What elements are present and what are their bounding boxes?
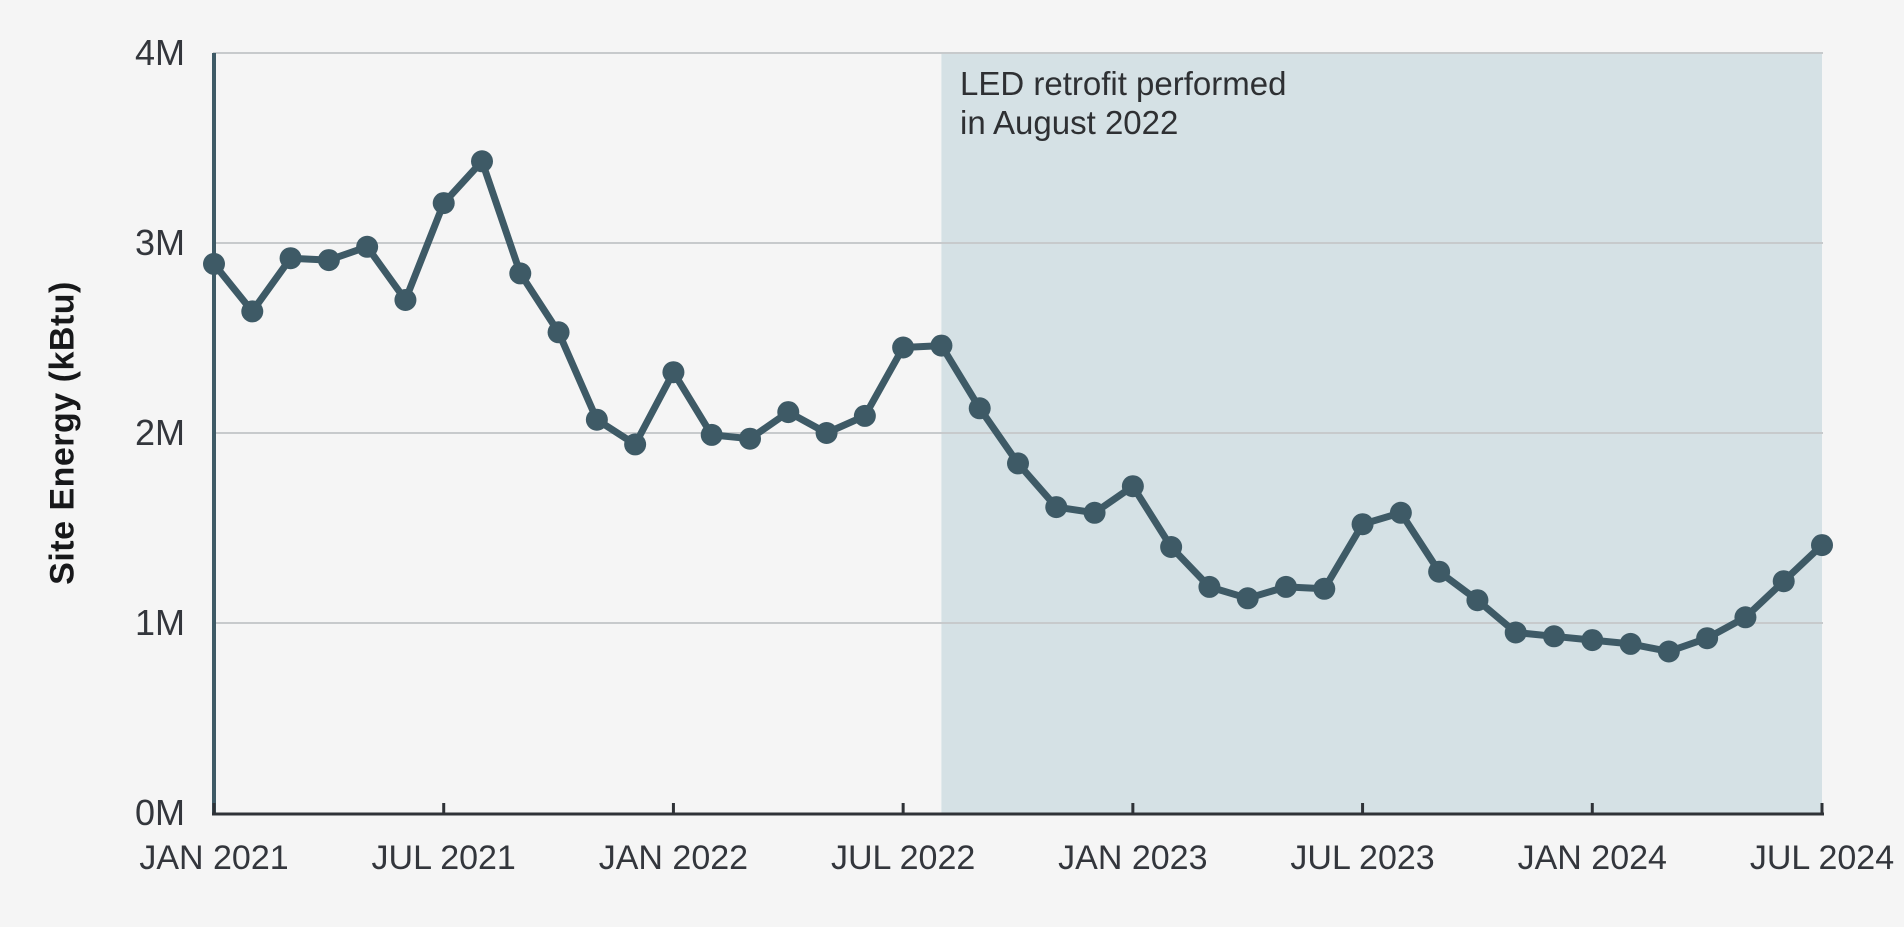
data-point-mar-2021 (279, 247, 302, 270)
data-point-may-2024 (1734, 606, 1757, 629)
x-tick-label-jul-2021: JUL 2021 (371, 839, 516, 877)
data-point-apr-2023 (1236, 587, 1259, 610)
data-point-jul-2023 (1351, 513, 1374, 536)
data-point-jul-2021 (432, 192, 455, 215)
data-point-jan-2021 (203, 252, 225, 275)
data-point-oct-2021 (547, 321, 570, 344)
data-point-nov-2021 (585, 408, 608, 431)
y-tick-label-4M: 4M (134, 32, 185, 73)
data-point-nov-2023 (1504, 621, 1527, 644)
annotation-line-2: in August 2022 (960, 104, 1179, 141)
data-point-jan-2023 (1121, 475, 1144, 498)
x-tick-label-jan-2021: JAN 2021 (139, 839, 289, 877)
y-tick-label-2M: 2M (134, 412, 185, 453)
data-point-jan-2024 (1581, 629, 1604, 652)
annotation-led-retrofit: LED retrofit performed in August 2022 (960, 64, 1286, 142)
data-point-sep-2022 (968, 397, 991, 420)
data-point-feb-2022 (700, 423, 723, 446)
y-tick-label-0M: 0M (134, 792, 185, 833)
data-point-apr-2022 (777, 401, 800, 424)
x-tick-label-jan-2024: JAN 2024 (1517, 839, 1667, 877)
y-tick-label-1M: 1M (134, 602, 185, 643)
data-point-may-2023 (1275, 575, 1297, 598)
data-point-aug-2023 (1389, 501, 1412, 524)
data-point-jun-2022 (853, 404, 876, 427)
data-point-apr-2024 (1696, 627, 1719, 650)
data-point-sep-2021 (509, 262, 532, 285)
data-point-jun-2021 (394, 289, 417, 311)
annotation-line-1: LED retrofit performed (960, 65, 1287, 102)
x-tick-label-jul-2024: JUL 2024 (1749, 839, 1895, 877)
data-point-jul-2024 (1811, 534, 1833, 557)
data-point-oct-2023 (1466, 589, 1489, 612)
data-point-feb-2024 (1619, 632, 1642, 655)
x-tick-label-jul-2022: JUL 2022 (830, 839, 976, 877)
data-point-jul-2022 (892, 336, 915, 359)
data-point-nov-2022 (1045, 496, 1068, 519)
x-tick-label-jan-2022: JAN 2022 (598, 839, 749, 877)
data-point-dec-2021 (624, 433, 647, 456)
x-tick-label-jul-2023: JUL 2023 (1290, 839, 1435, 877)
data-point-aug-2021 (471, 150, 493, 173)
data-point-may-2022 (815, 422, 838, 444)
data-point-feb-2021 (241, 300, 264, 323)
data-point-mar-2024 (1657, 640, 1680, 663)
data-point-jan-2022 (662, 361, 685, 384)
data-point-mar-2022 (739, 427, 761, 450)
data-point-sep-2023 (1428, 560, 1451, 583)
data-point-dec-2022 (1083, 501, 1106, 524)
data-point-apr-2021 (317, 249, 340, 272)
data-point-jun-2023 (1313, 577, 1336, 600)
data-point-jun-2024 (1772, 570, 1795, 593)
data-point-aug-2022 (930, 334, 953, 357)
data-point-mar-2023 (1198, 575, 1221, 598)
y-tick-label-3M: 3M (134, 222, 185, 263)
data-point-dec-2023 (1543, 625, 1565, 648)
data-point-oct-2022 (1007, 452, 1029, 475)
data-point-feb-2023 (1160, 536, 1183, 558)
data-point-may-2021 (356, 235, 379, 258)
x-tick-label-jan-2023: JAN 2023 (1058, 839, 1208, 877)
